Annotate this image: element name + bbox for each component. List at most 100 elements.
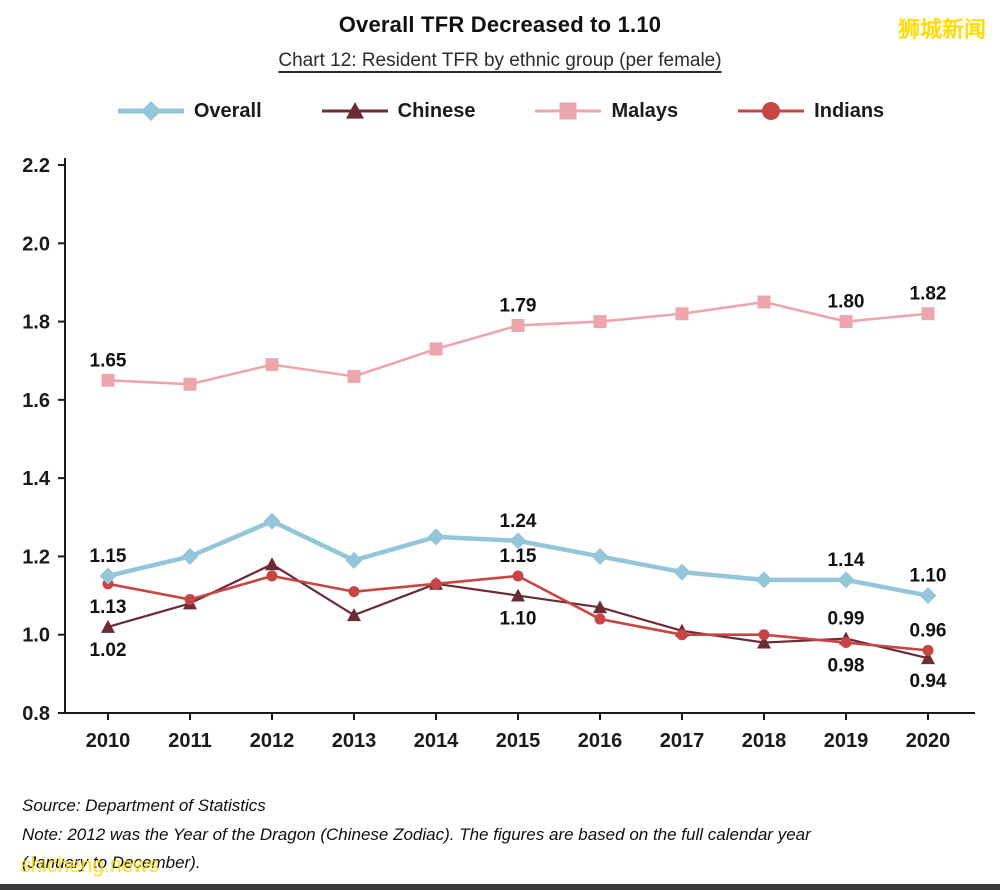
marker-chinese-icon	[593, 600, 607, 614]
marker-indians-icon	[266, 570, 278, 582]
marker-chinese-icon	[265, 557, 279, 571]
chart-subtitle: Chart 12: Resident TFR by ethnic group (…	[0, 50, 1000, 72]
chart-title: Overall TFR Decreased to 1.10	[338, 12, 662, 37]
marker-malays-icon	[511, 318, 525, 332]
legend-item-indians: Indians	[736, 96, 884, 126]
point-label: 0.94	[910, 671, 947, 692]
marker-overall-icon	[755, 571, 773, 589]
marker-chinese-icon	[921, 651, 935, 665]
x-tick-label: 2014	[414, 730, 459, 752]
point-label: 1.82	[910, 284, 947, 305]
y-tick-label: 2.0	[22, 233, 50, 255]
marker-malays-icon	[429, 342, 443, 356]
y-tick-label: 2.2	[22, 155, 50, 177]
marker-indians-icon	[184, 593, 196, 605]
legend: Overall Chinese Malays Indians	[0, 96, 1000, 126]
point-label: 1.80	[828, 292, 865, 313]
legend-item-chinese: Chinese	[320, 96, 476, 126]
legend-label-overall: Overall	[193, 99, 262, 122]
marker-chinese-icon	[511, 588, 525, 602]
point-label: 1.02	[90, 640, 127, 661]
tfr-chart-svg: 0.8 1.0 1.2 1.4 1.6 1.8 2.0 2.2 2010 2011 2012 2013…	[22, 155, 975, 752]
marker-indians-icon	[512, 570, 524, 582]
y-tick-label: 0.8	[22, 703, 50, 725]
point-label: 0.99	[828, 609, 865, 630]
footnote-line2: (January to December).	[22, 853, 201, 872]
marker-overall-icon	[181, 547, 199, 565]
x-tick-label: 2016	[578, 730, 623, 752]
watermark-bottom-left: shicheng.news	[20, 854, 159, 877]
legend-marker	[559, 102, 577, 120]
point-label: 1.24	[500, 511, 537, 532]
marker-chinese-icon	[101, 619, 115, 633]
marker-malays-icon	[839, 315, 853, 329]
point-label: 1.65	[90, 350, 127, 371]
point-label: 1.15	[500, 546, 537, 567]
y-tick-label: 1.6	[22, 390, 50, 412]
marker-overall-icon	[591, 547, 609, 565]
y-tick-label: 1.8	[22, 312, 50, 334]
bottom-divider	[0, 884, 1000, 890]
y-tick-label: 1.2	[22, 546, 50, 568]
y-tick-label: 1.4	[22, 468, 51, 490]
legend-marker	[140, 101, 161, 121]
marker-malays-icon	[757, 295, 771, 309]
marker-indians-icon	[594, 613, 606, 625]
marker-indians-icon	[922, 644, 934, 656]
marker-chinese-icon	[757, 635, 771, 649]
marker-overall-icon	[837, 571, 855, 589]
marker-overall-icon	[919, 587, 937, 605]
chart-subtitle-text: Chart 12: Resident TFR by ethnic group (…	[278, 50, 722, 71]
source-note: Source: Department of Statistics	[22, 796, 266, 815]
marker-indians-icon	[348, 586, 360, 598]
legend-label-malays: Malays	[611, 99, 679, 122]
legend-diamond-icon	[117, 101, 184, 121]
x-tick-label: 2018	[742, 730, 787, 752]
marker-malays-icon	[265, 358, 279, 372]
legend-triangle-icon	[321, 102, 388, 119]
point-label: 1.10	[500, 609, 537, 630]
marker-overall-icon	[99, 567, 117, 585]
x-tick-label: 2010	[86, 730, 131, 752]
x-tick-label: 2012	[250, 730, 295, 752]
point-label: 1.79	[500, 295, 537, 316]
marker-malays-icon	[347, 369, 361, 383]
x-tick-label: 2020	[906, 730, 951, 752]
point-label: 1.10	[910, 566, 947, 587]
y-tick-label: 1.0	[22, 625, 50, 647]
marker-malays-icon	[675, 307, 689, 321]
point-label: 1.14	[828, 550, 865, 571]
legend-marker	[762, 102, 781, 120]
marker-malays-icon	[593, 315, 607, 329]
point-label: 1.15	[90, 546, 127, 567]
x-tick-label: 2013	[332, 730, 377, 752]
legend-item-malays: Malays	[533, 96, 678, 126]
x-tick-label: 2011	[168, 730, 211, 752]
marker-malays-icon	[183, 377, 197, 391]
legend-label-chinese: Chinese	[397, 99, 476, 122]
marker-indians-icon	[676, 629, 688, 641]
legend-item-overall: Overall	[116, 96, 262, 126]
x-tick-label: 2017	[660, 730, 705, 752]
x-tick-label: 2015	[496, 730, 541, 752]
marker-overall-icon	[263, 512, 281, 530]
point-label: 0.98	[828, 656, 865, 677]
marker-malays-icon	[101, 373, 115, 387]
footnote-line1: Note: 2012 was the Year of the Dragon (C…	[22, 825, 811, 844]
marker-indians-icon	[758, 629, 770, 641]
marker-indians-icon	[430, 578, 442, 590]
marker-overall-icon	[673, 563, 691, 581]
marker-indians-icon	[840, 637, 852, 649]
x-tick-label: 2019	[824, 730, 869, 752]
legend-label-indians: Indians	[814, 99, 885, 122]
chart-area: 0.8 1.0 1.2 1.4 1.6 1.8 2.0 2.2 2010 2011 2012 2013…	[0, 146, 1000, 769]
legend-marker	[345, 102, 364, 119]
legend-square-icon	[535, 102, 602, 120]
marker-overall-icon	[345, 551, 363, 569]
point-label: 0.96	[910, 620, 947, 641]
marker-overall-icon	[427, 528, 445, 546]
marker-malays-icon	[921, 307, 935, 321]
marker-overall-icon	[509, 532, 527, 550]
point-label: 1.13	[90, 597, 127, 618]
